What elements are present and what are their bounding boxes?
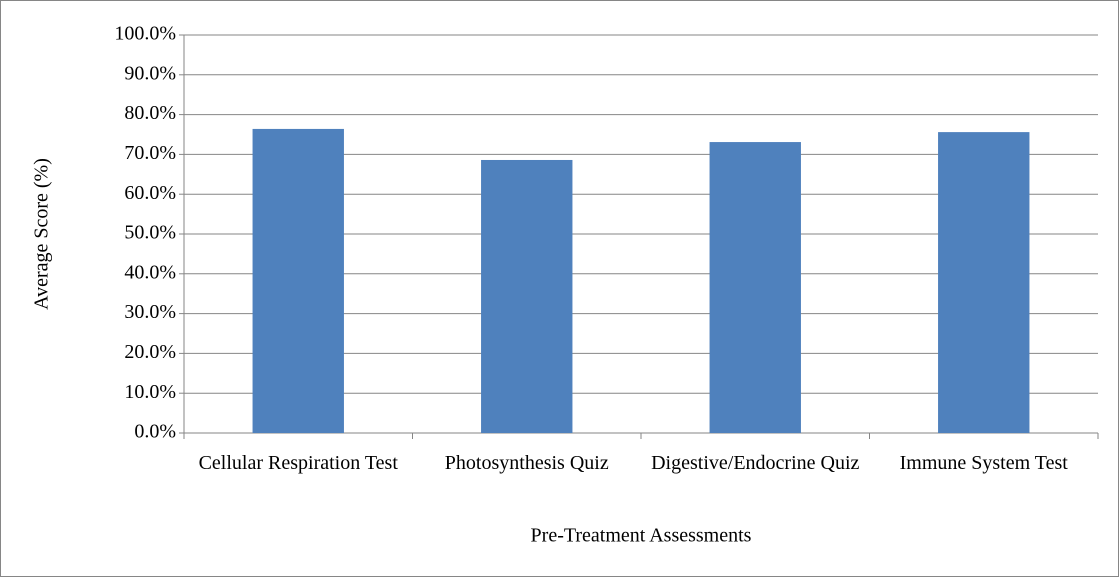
x-axis-title: Pre-Treatment Assessments	[531, 525, 752, 547]
x-tick-label: Photosynthesis Quiz	[444, 452, 609, 474]
y-tick-label: 0.0%	[134, 421, 176, 443]
y-tick-label: 100.0%	[114, 23, 176, 45]
y-tick-label: 50.0%	[124, 222, 176, 244]
y-tick-label: 20.0%	[124, 341, 176, 363]
y-tick-label: 60.0%	[124, 182, 176, 204]
y-tick-label: 80.0%	[124, 102, 176, 124]
y-axis-title: Average Score (%)	[31, 158, 53, 310]
x-tick-label: Immune System Test	[899, 452, 1068, 474]
y-tick-label: 90.0%	[124, 62, 176, 84]
x-tick-label: Digestive/Endocrine Quiz	[651, 452, 860, 474]
x-tick-label: Cellular Respiration Test	[198, 452, 398, 474]
y-tick-label: 70.0%	[124, 142, 176, 164]
bar	[252, 128, 344, 434]
bar	[709, 142, 801, 433]
y-tick-label: 10.0%	[124, 381, 176, 403]
bar	[481, 159, 573, 434]
bar	[938, 132, 1030, 433]
y-tick-label: 40.0%	[124, 261, 176, 283]
y-tick-label: 30.0%	[124, 301, 176, 323]
